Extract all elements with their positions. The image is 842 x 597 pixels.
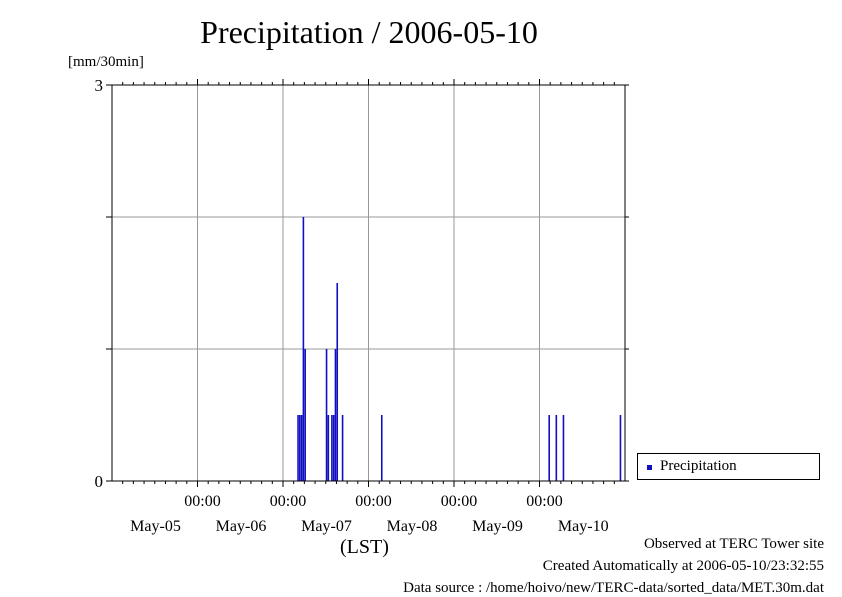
bar-0-7 — [331, 415, 333, 481]
x-axis-unit-label: (LST) — [340, 536, 389, 558]
legend: Precipitation — [637, 453, 820, 480]
bar-0-8 — [332, 415, 335, 481]
bar-0-5 — [325, 349, 328, 481]
footer-created: Created Automatically at 2006-05-10/23:3… — [542, 558, 824, 574]
bar-0-2 — [300, 415, 303, 481]
bar-0-11 — [341, 415, 344, 481]
y-axis-unit-label: [mm/30min] — [68, 54, 144, 70]
y-tick-label-3: 3 — [95, 76, 104, 95]
bar-0-16 — [619, 415, 622, 481]
x-tick-time-label-3: 00:00 — [441, 493, 477, 510]
x-tick-date-label-2: May-07 — [301, 518, 352, 535]
bar-0-4 — [304, 349, 306, 481]
bar-0-12 — [380, 415, 383, 481]
footer-site: Observed at TERC Tower site — [643, 536, 824, 552]
bar-0-13 — [548, 415, 551, 481]
x-tick-date-label-4: May-09 — [472, 518, 523, 535]
x-tick-time-label-2: 00:00 — [355, 493, 391, 510]
bar-0-3 — [302, 217, 305, 481]
x-tick-date-label-0: May-05 — [130, 518, 181, 535]
bar-0-6 — [327, 415, 330, 481]
bar-0-0 — [297, 415, 299, 481]
bars-layer — [297, 217, 622, 481]
x-tick-date-label-extra: May-10 — [558, 518, 609, 535]
footer-source: Data source : /home/hoivo/new/TERC-data/… — [403, 580, 824, 596]
grid-layer — [112, 85, 625, 481]
bar-0-15 — [562, 415, 565, 481]
x-tick-time-label-0: 00:00 — [184, 493, 220, 510]
legend-swatch — [647, 465, 652, 470]
x-tick-date-label-3: May-08 — [387, 518, 438, 535]
bar-0-14 — [555, 415, 558, 481]
ticks-layer — [106, 79, 629, 487]
x-tick-time-label-1: 00:00 — [270, 493, 306, 510]
bar-0-9 — [334, 349, 337, 481]
bar-0-10 — [336, 283, 339, 481]
bar-0-1 — [299, 415, 301, 481]
legend-label: Precipitation — [660, 458, 737, 474]
x-tick-time-label-4: 00:00 — [526, 493, 562, 510]
tick-labels-layer: 00:00May-0500:00May-0600:00May-0700:00Ma… — [95, 76, 609, 535]
x-tick-date-label-1: May-06 — [216, 518, 267, 535]
chart-title: Precipitation / 2006-05-10 — [200, 14, 538, 50]
y-tick-label-0: 0 — [95, 472, 104, 491]
